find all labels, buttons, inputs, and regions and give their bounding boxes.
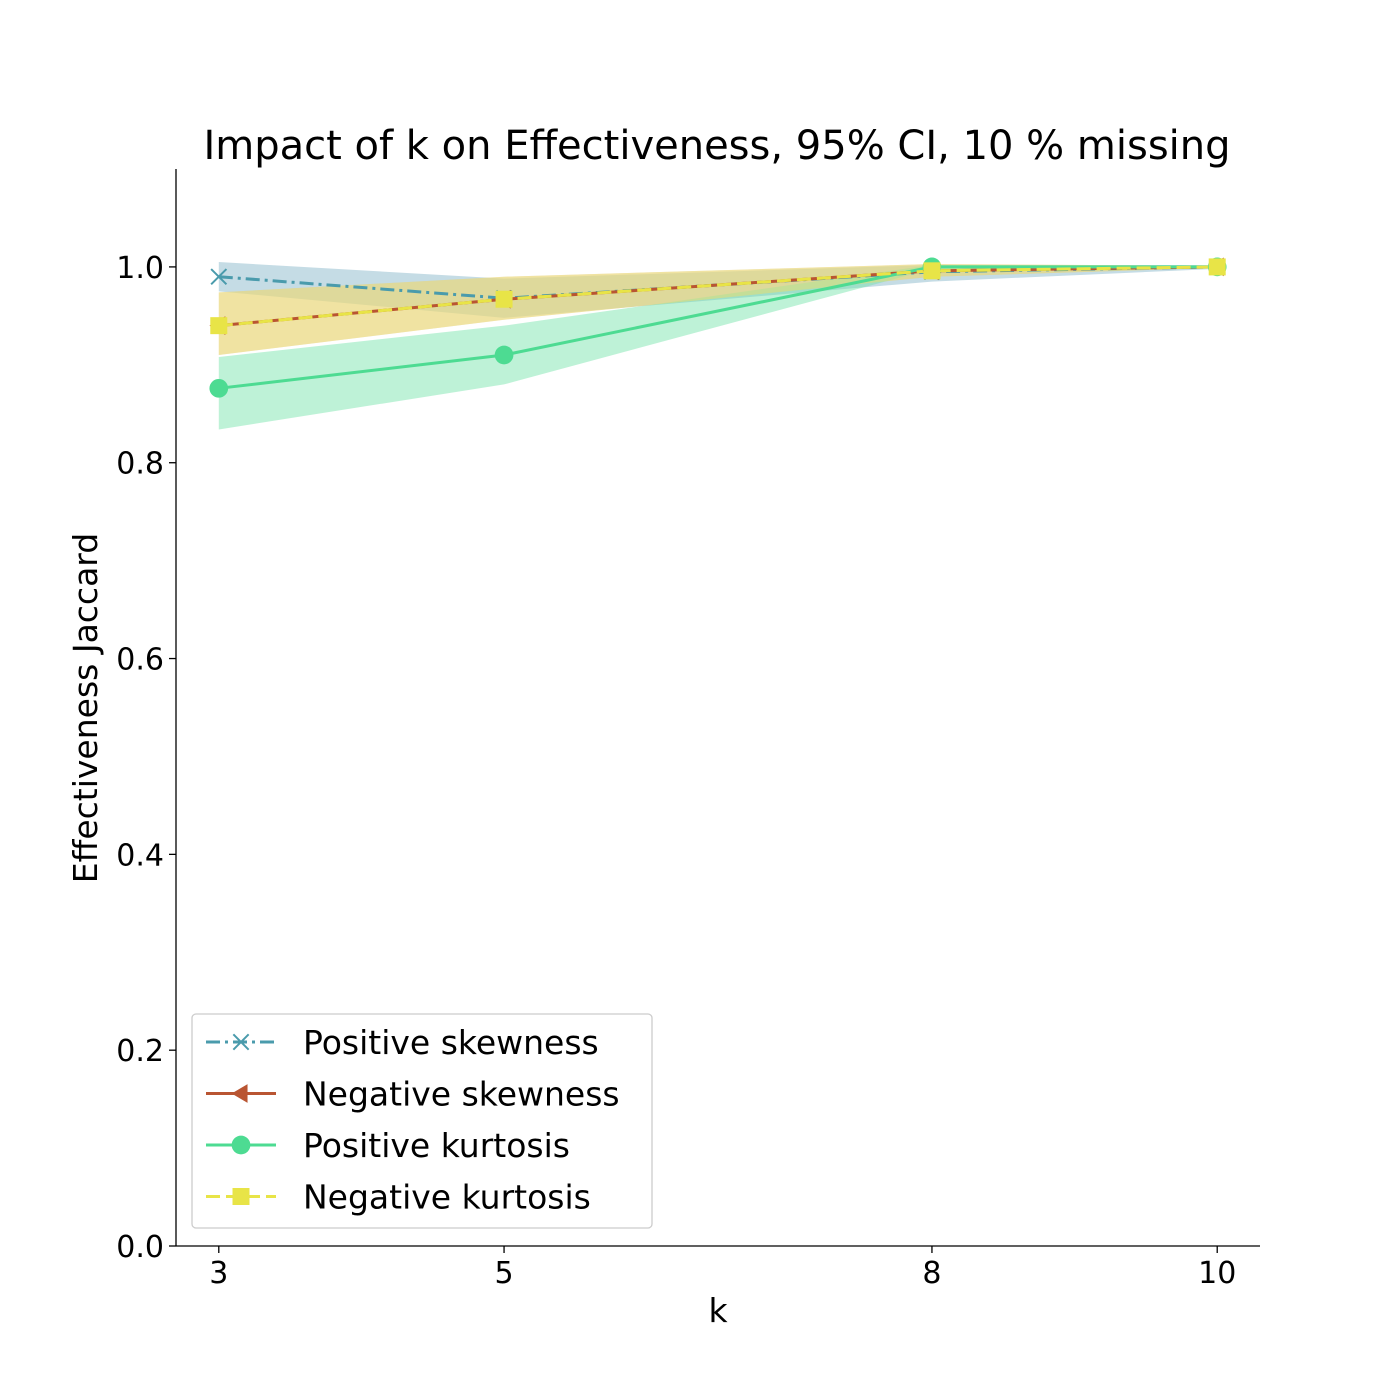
legend: Positive skewness Negative skewness Positi… bbox=[191, 1013, 653, 1229]
confidence-bands bbox=[218, 262, 1218, 430]
x-axis-ticks: 3 5 8 10 bbox=[209, 1246, 1236, 1291]
x-tick-label: 8 bbox=[922, 1256, 941, 1291]
axes bbox=[175, 169, 1260, 1247]
y-tick-label: 0.8 bbox=[116, 447, 164, 482]
legend-label: Negative skewness bbox=[303, 1075, 620, 1114]
x-tick-label: 5 bbox=[495, 1256, 514, 1291]
legend-label: Negative kurtosis bbox=[303, 1178, 591, 1217]
legend-label: Positive kurtosis bbox=[303, 1126, 570, 1165]
legend-marker bbox=[231, 1135, 251, 1155]
legend-item-negative-skewness: Negative skewness bbox=[206, 1075, 620, 1114]
negative-kurtosis-marker bbox=[495, 290, 513, 308]
positive-skewness-marker bbox=[210, 268, 228, 286]
negative-kurtosis-ci-band bbox=[218, 263, 1218, 356]
y-tick-label: 0.2 bbox=[116, 1034, 164, 1069]
positive-kurtosis-ci-band bbox=[218, 264, 1218, 430]
negative-kurtosis-marker bbox=[923, 262, 941, 280]
series-markers bbox=[209, 257, 1227, 398]
legend-marker bbox=[232, 1188, 250, 1205]
x-tick-label: 10 bbox=[1198, 1256, 1236, 1291]
y-tick-label: 0.6 bbox=[116, 643, 164, 678]
positive-kurtosis-marker bbox=[494, 345, 514, 365]
negative-kurtosis-line bbox=[218, 265, 1218, 328]
legend-item-positive-skewness: Positive skewness bbox=[206, 1023, 599, 1062]
chart-title: Impact of k on Effectiveness, 95% CI, 10… bbox=[203, 123, 1230, 169]
positive-kurtosis-line bbox=[218, 265, 1218, 390]
legend-item-positive-kurtosis: Positive kurtosis bbox=[206, 1126, 570, 1165]
y-tick-label: 1.0 bbox=[116, 251, 164, 286]
y-tick-label: 0.4 bbox=[116, 838, 164, 873]
y-tick-label: 0.0 bbox=[116, 1230, 164, 1265]
negative-skewness-ci-band bbox=[218, 263, 1218, 356]
positive-kurtosis-marker bbox=[209, 378, 229, 398]
series-lines bbox=[218, 265, 1218, 390]
legend-marker bbox=[232, 1033, 250, 1051]
negative-kurtosis-marker bbox=[210, 317, 228, 335]
y-axis-label: Effectiveness Jaccard bbox=[66, 533, 105, 883]
legend-label: Positive skewness bbox=[303, 1023, 599, 1062]
legend-box bbox=[191, 1013, 653, 1229]
legend-item-negative-kurtosis: Negative kurtosis bbox=[206, 1178, 591, 1217]
x-tick-label: 3 bbox=[209, 1256, 228, 1291]
y-axis-ticks: 0.0 0.2 0.4 0.6 0.8 1.0 bbox=[116, 251, 176, 1265]
x-axis-label: k bbox=[708, 1291, 728, 1330]
legend-marker bbox=[231, 1084, 248, 1103]
negative-kurtosis-marker bbox=[1208, 258, 1226, 276]
